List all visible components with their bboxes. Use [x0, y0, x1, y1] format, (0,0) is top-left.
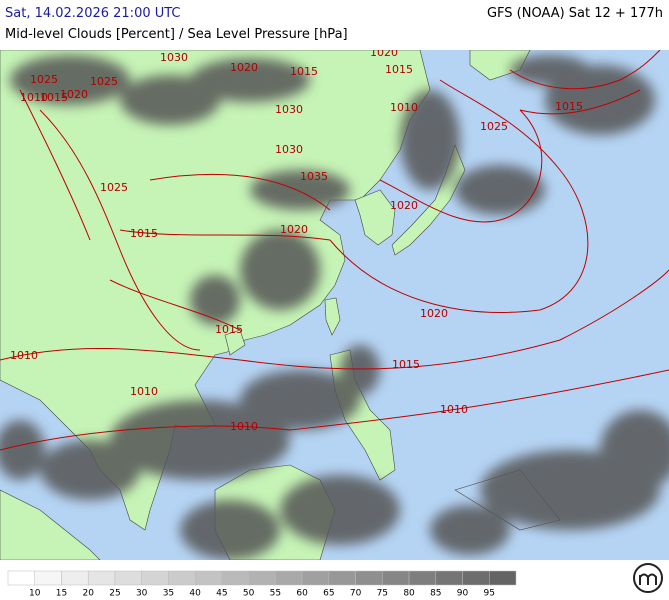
isobar-label: 1015 [215, 323, 243, 336]
isobar-label: 1020 [230, 61, 258, 74]
legend-label: 40 [189, 589, 201, 599]
isobar-label: 1015 [40, 91, 68, 104]
isobar-label: 1030 [275, 143, 303, 156]
date-title: Sat, 14.02.2026 21:00 UTC [5, 6, 181, 21]
legend-swatch [382, 570, 410, 586]
legend-label: 35 [163, 589, 174, 599]
legend-label: 85 [430, 589, 441, 599]
legend: 10 15 20 25 30 35 40 45 50 55 60 65 70 75 80 85 90 95 [7, 563, 663, 599]
logo-mark [639, 573, 657, 585]
legend-swatch [275, 570, 303, 586]
isobar-label: 1025 [90, 75, 118, 88]
legend-label: 95 [484, 589, 495, 599]
legend-swatch [87, 570, 116, 586]
legend-label: 25 [109, 589, 120, 599]
isobar-label: 1015 [392, 358, 420, 371]
cloud-cover [0, 55, 669, 560]
isobar-label: 1010 [440, 403, 468, 416]
isobar-label: 1015 [385, 63, 413, 76]
legend-swatch [489, 570, 517, 586]
legend-label: 20 [82, 589, 94, 599]
legend-swatch [7, 570, 35, 586]
isobar-label: 1015 [555, 100, 583, 113]
legend-swatch [114, 570, 142, 586]
legend-swatch [355, 570, 383, 586]
legend-label: 80 [403, 589, 415, 599]
legend-swatch [221, 570, 249, 586]
legend-label: 90 [457, 589, 469, 599]
isobar-label: 1020 [370, 50, 398, 59]
legend-swatch [61, 570, 89, 586]
legend-swatch [408, 570, 437, 586]
legend-label: 75 [377, 589, 388, 599]
legend-swatch [301, 570, 330, 586]
isobar-label: 1020 [60, 88, 88, 101]
isobar-label: 1025 [480, 120, 508, 133]
legend-label: 15 [56, 589, 67, 599]
legend-swatch [141, 570, 169, 586]
isobar-label: 1025 [30, 73, 58, 86]
legend-label: 70 [350, 589, 362, 599]
legend-swatch [248, 570, 276, 586]
isobar-label: 1010 [390, 101, 418, 114]
isobar-label: 1010 [20, 91, 48, 104]
legend-swatch [34, 570, 62, 586]
isobars [0, 50, 669, 451]
isobar-label: 1010 [230, 420, 258, 433]
legend-swatch [168, 570, 196, 586]
isobar-label: 1020 [420, 307, 448, 320]
legend-swatch [328, 570, 356, 586]
isobar-label: 1025 [100, 181, 128, 194]
legend-label: 45 [216, 589, 227, 599]
isobar-label: 1015 [290, 65, 318, 78]
legend-label: 50 [243, 589, 255, 599]
subtitle: Mid-level Clouds [Percent] / Sea Level P… [5, 27, 348, 42]
isobar-label: 1020 [390, 199, 418, 212]
isobar-label: 1030 [275, 103, 303, 116]
legend-swatch [435, 570, 463, 586]
legend-label: 30 [136, 589, 148, 599]
legend-label: 60 [296, 589, 308, 599]
isobar-label: 1015 [130, 227, 158, 240]
isobar-label: 1030 [160, 51, 188, 64]
legend-swatch [194, 570, 223, 586]
legend-label: 65 [323, 589, 334, 599]
legend-label: 10 [29, 589, 41, 599]
isobar-label: 1010 [10, 349, 38, 362]
legend-swatch [462, 570, 490, 586]
isobar-label: 1035 [300, 170, 328, 183]
legend-label: 55 [270, 589, 281, 599]
isobar-label: 1020 [280, 223, 308, 236]
isobar-label: 1010 [130, 385, 158, 398]
model-title: GFS (NOAA) Sat 12 + 177h [486, 6, 663, 21]
